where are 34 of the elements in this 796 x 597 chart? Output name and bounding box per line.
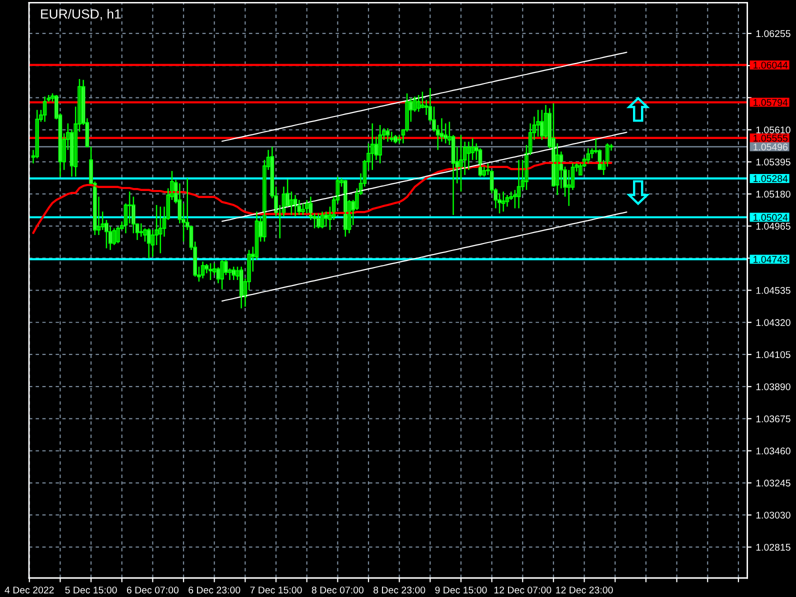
x-tick-label: 8 Dec 07:00 [312, 586, 364, 594]
x-tick-label: 8 Dec 23:00 [374, 586, 426, 594]
y-tick-label: 1.03030 [756, 512, 790, 519]
line-series [222, 52, 628, 142]
x-tick-label: 9 Dec 15:00 [435, 586, 487, 594]
ref-line-label: 1.05284 [754, 175, 788, 182]
y-tick-label: 1.03245 [756, 480, 790, 487]
chart-title: EUR/USD, h1 [41, 9, 121, 20]
x-tick-label: 12 Dec 23:00 [556, 586, 613, 594]
y-tick-label: 1.03460 [756, 448, 790, 454]
x-tick-label: 6 Dec 23:00 [188, 586, 240, 594]
y-tick-label: 1.06255 [756, 30, 790, 38]
line-series [222, 211, 628, 302]
y-tick-label: 1.03675 [756, 415, 790, 422]
ref-line-label: 1.05496 [754, 144, 788, 150]
y-tick-label: 1.04320 [756, 319, 790, 326]
ref-line-label: 1.04743 [754, 256, 788, 263]
y-tick-label: 1.04105 [756, 351, 790, 358]
y-tick-label: 1.05180 [756, 190, 790, 198]
x-tick-label: 12 Dec 07:00 [494, 586, 552, 594]
x-tick-label: 4 Dec 2022 [4, 586, 54, 594]
x-tick-label: 5 Dec 15:00 [65, 586, 117, 594]
y-tick-label: 1.05395 [756, 158, 790, 166]
y-tick-label: 1.04965 [756, 222, 790, 230]
ref-line-label: 1.06044 [754, 62, 788, 69]
ref-line-label: 1.05794 [754, 99, 788, 106]
y-tick-label: 1.05610 [756, 126, 790, 134]
x-tick-label: 6 Dec 07:00 [126, 586, 179, 594]
ref-line-label: 1.05555 [754, 134, 788, 142]
x-tick-label: 7 Dec 15:00 [250, 586, 302, 594]
y-tick-label: 1.04535 [756, 287, 790, 294]
y-tick-label: 1.03890 [756, 383, 790, 390]
y-tick-label: 1.02815 [756, 544, 790, 551]
ref-line-label: 1.05024 [754, 214, 788, 221]
